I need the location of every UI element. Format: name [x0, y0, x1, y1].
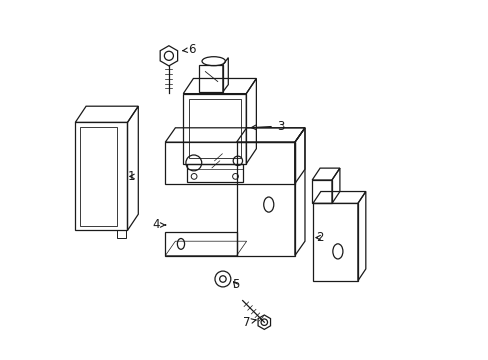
Text: 6: 6: [183, 43, 196, 56]
Text: 4: 4: [152, 219, 165, 231]
Text: 3: 3: [251, 120, 284, 132]
Text: 7: 7: [242, 316, 256, 329]
Text: 2: 2: [315, 231, 323, 244]
Text: 1: 1: [127, 170, 135, 183]
Text: 5: 5: [231, 278, 239, 291]
